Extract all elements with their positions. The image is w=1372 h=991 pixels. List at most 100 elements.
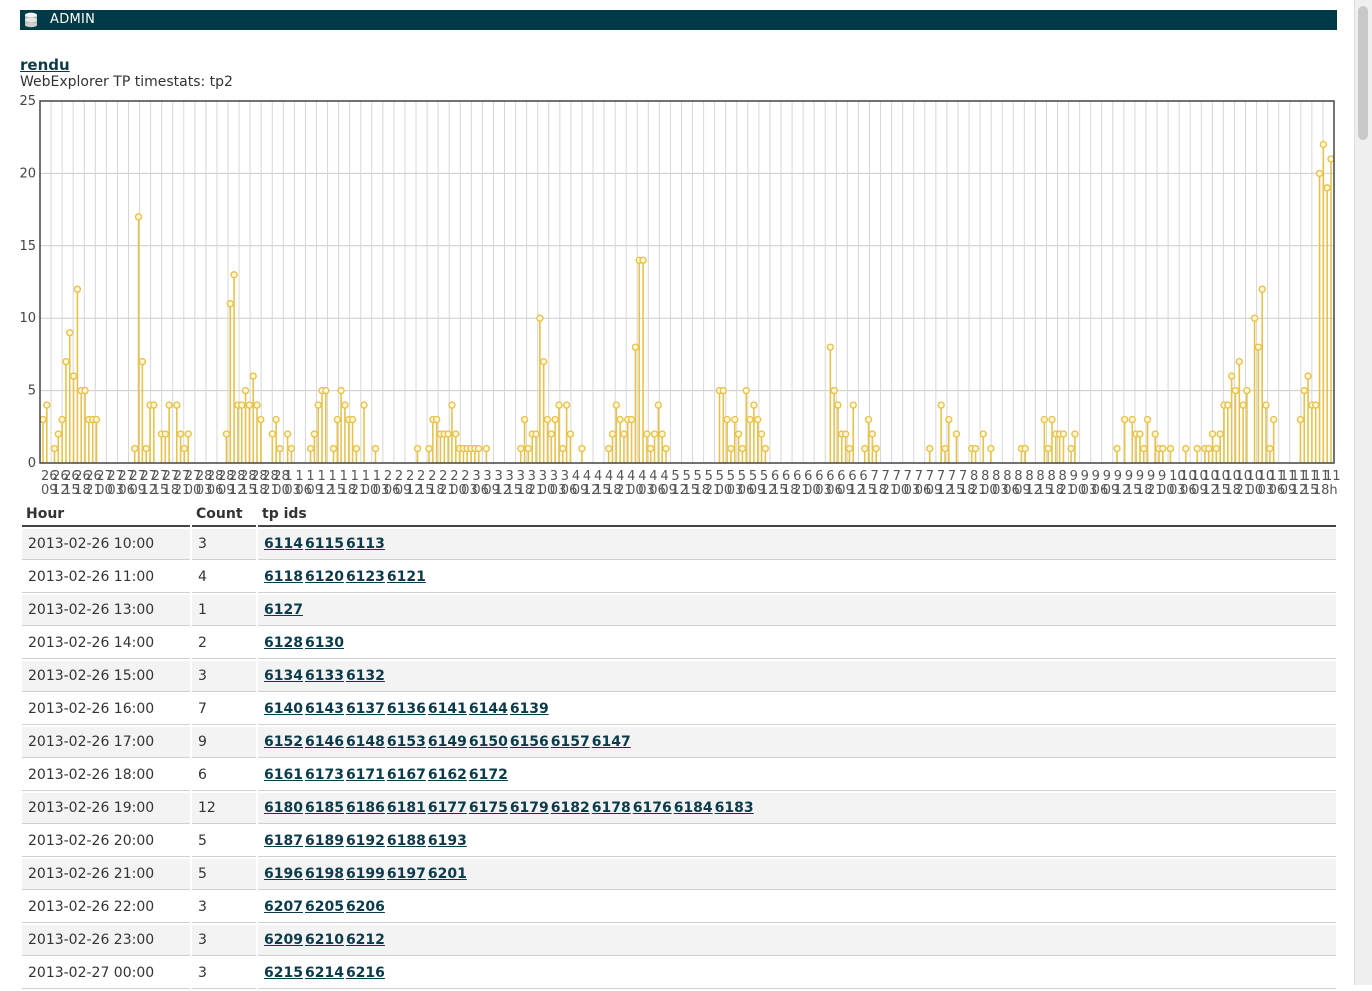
tp-id-link[interactable]: 6207 bbox=[264, 899, 303, 915]
tp-id-link[interactable]: 6187 bbox=[264, 833, 303, 849]
tp-id-link[interactable]: 6185 bbox=[304, 800, 344, 816]
tp-id-link[interactable]: 6143 bbox=[304, 701, 344, 717]
admin-title[interactable]: ADMIN bbox=[50, 12, 96, 27]
bar-point bbox=[734, 430, 743, 438]
tp-id-link[interactable]: 6128 bbox=[264, 635, 303, 651]
x-tick-label-day: 10 bbox=[1224, 469, 1241, 484]
tp-id-link[interactable]: 6172 bbox=[468, 767, 508, 783]
tp-id-link[interactable]: 6214 bbox=[304, 965, 344, 981]
tp-id-link[interactable]: 6113 bbox=[345, 536, 385, 552]
bar-point bbox=[1319, 140, 1328, 149]
bar-point bbox=[952, 430, 961, 438]
tp-id-link[interactable]: 6153 bbox=[386, 734, 426, 750]
tp-id-link[interactable]: 6171 bbox=[345, 767, 385, 783]
bar-point bbox=[333, 415, 341, 424]
tp-id-link[interactable]: 6209 bbox=[264, 932, 303, 948]
x-tick-label-hour: 06 bbox=[826, 483, 843, 498]
x-tick-label-day: 6 bbox=[815, 469, 823, 484]
tp-id-link[interactable]: 6115 bbox=[304, 536, 344, 552]
tp-id-link[interactable]: 6186 bbox=[345, 800, 385, 816]
vertical-scrollbar[interactable] bbox=[1354, 0, 1372, 985]
tp-id-link[interactable]: 6198 bbox=[304, 866, 344, 882]
tp-id-link[interactable]: 6146 bbox=[304, 734, 344, 750]
count-cell: 9 bbox=[192, 727, 256, 758]
tp-id-link[interactable]: 6173 bbox=[304, 767, 344, 783]
tp-id-link[interactable]: 6210 bbox=[304, 932, 344, 948]
x-tick-label-day: 4 bbox=[638, 469, 646, 484]
tp-id-link[interactable]: 6215 bbox=[264, 965, 303, 981]
tp-id-link[interactable]: 6149 bbox=[427, 734, 467, 750]
x-tick-label-hour: 12 bbox=[848, 483, 865, 498]
tp-id-link[interactable]: 6193 bbox=[427, 833, 467, 849]
tp-id-link[interactable]: 6141 bbox=[427, 701, 467, 717]
tp-id-link[interactable]: 6120 bbox=[304, 569, 344, 585]
tp-id-link[interactable]: 6161 bbox=[264, 767, 303, 783]
x-tick-label-hour: 03 bbox=[904, 483, 921, 498]
tp-id-link[interactable]: 6205 bbox=[304, 899, 344, 915]
tp-id-link[interactable]: 6189 bbox=[304, 833, 344, 849]
tp-id-link[interactable]: 6196 bbox=[264, 866, 303, 882]
tp-id-link[interactable]: 6127 bbox=[264, 602, 303, 618]
bar-point bbox=[1151, 430, 1159, 438]
tp-id-link[interactable]: 6201 bbox=[427, 866, 467, 882]
bar-point bbox=[547, 430, 556, 438]
x-tick-label-day: 5 bbox=[682, 469, 690, 484]
tp-id-link[interactable]: 6123 bbox=[345, 569, 385, 585]
tp-id-link[interactable]: 6197 bbox=[386, 866, 426, 882]
bar-point bbox=[287, 444, 296, 453]
tp-id-link[interactable]: 6130 bbox=[304, 635, 344, 651]
bar-point bbox=[1250, 314, 1259, 322]
tp-id-link[interactable]: 6152 bbox=[264, 734, 303, 750]
bar-point bbox=[1212, 444, 1221, 453]
bar-point bbox=[360, 401, 368, 409]
tp-id-link[interactable]: 6176 bbox=[632, 800, 672, 816]
x-tick-label-day: 2 bbox=[417, 469, 425, 484]
tp-id-link[interactable]: 6182 bbox=[550, 800, 590, 816]
x-tick-label-hour: 18 bbox=[517, 483, 534, 498]
x-tick-label-hour: 00 bbox=[627, 483, 644, 498]
tp-id-link[interactable]: 6156 bbox=[509, 734, 549, 750]
tp-id-link[interactable]: 6177 bbox=[427, 800, 467, 816]
tp-id-link[interactable]: 6132 bbox=[345, 668, 385, 684]
x-tick-label-day: 10 bbox=[1258, 469, 1275, 484]
tp-id-link[interactable]: 6121 bbox=[386, 569, 426, 585]
tp-id-link[interactable]: 6114 bbox=[264, 536, 303, 552]
tp-id-link[interactable]: 6181 bbox=[386, 800, 426, 816]
tp-id-link[interactable]: 6192 bbox=[345, 833, 385, 849]
tp-id-link[interactable]: 6216 bbox=[345, 965, 385, 981]
tp-id-link[interactable]: 6137 bbox=[345, 701, 385, 717]
x-tick-label-day: 8 bbox=[992, 469, 1000, 484]
tp-id-link[interactable]: 6206 bbox=[345, 899, 385, 915]
tp-id-link[interactable]: 6162 bbox=[427, 767, 467, 783]
tp-id-link[interactable]: 6150 bbox=[468, 734, 508, 750]
tp-id-link[interactable]: 6175 bbox=[468, 800, 508, 816]
x-tick-label-hour: 03 bbox=[1081, 483, 1098, 498]
tp-id-link[interactable]: 6118 bbox=[264, 569, 303, 585]
x-tick-label-day: 7 bbox=[882, 469, 890, 484]
tp-id-link[interactable]: 6147 bbox=[591, 734, 631, 750]
tp-id-link[interactable]: 6139 bbox=[509, 701, 549, 717]
x-tick-label-hour: 12 bbox=[1291, 483, 1308, 498]
tp-id-link[interactable]: 6144 bbox=[468, 701, 508, 717]
tp-id-link[interactable]: 6180 bbox=[264, 800, 303, 816]
tp-id-link[interactable]: 6148 bbox=[345, 734, 385, 750]
tp-id-link[interactable]: 6183 bbox=[714, 800, 754, 816]
tp-id-link[interactable]: 6133 bbox=[304, 668, 344, 684]
x-tick-label-hour: 03 bbox=[1169, 483, 1186, 498]
tp-id-link[interactable]: 6184 bbox=[673, 800, 713, 816]
x-tick-label-day: 9 bbox=[1092, 469, 1100, 484]
tp-id-link[interactable]: 6157 bbox=[550, 734, 590, 750]
bar-point bbox=[761, 444, 770, 453]
rendu-link[interactable]: rendu bbox=[20, 56, 70, 74]
tp-id-link[interactable]: 6212 bbox=[345, 932, 385, 948]
scrollbar-thumb[interactable] bbox=[1358, 6, 1368, 140]
tp-id-link[interactable]: 6136 bbox=[386, 701, 426, 717]
tp-id-link[interactable]: 6199 bbox=[345, 866, 385, 882]
x-tick-label-day: 1 bbox=[373, 469, 381, 484]
tp-id-link[interactable]: 6140 bbox=[264, 701, 303, 717]
tp-id-link[interactable]: 6167 bbox=[386, 767, 426, 783]
tp-id-link[interactable]: 6134 bbox=[264, 668, 303, 684]
tp-id-link[interactable]: 6179 bbox=[509, 800, 549, 816]
tp-id-link[interactable]: 6178 bbox=[591, 800, 631, 816]
tp-id-link[interactable]: 6188 bbox=[386, 833, 426, 849]
